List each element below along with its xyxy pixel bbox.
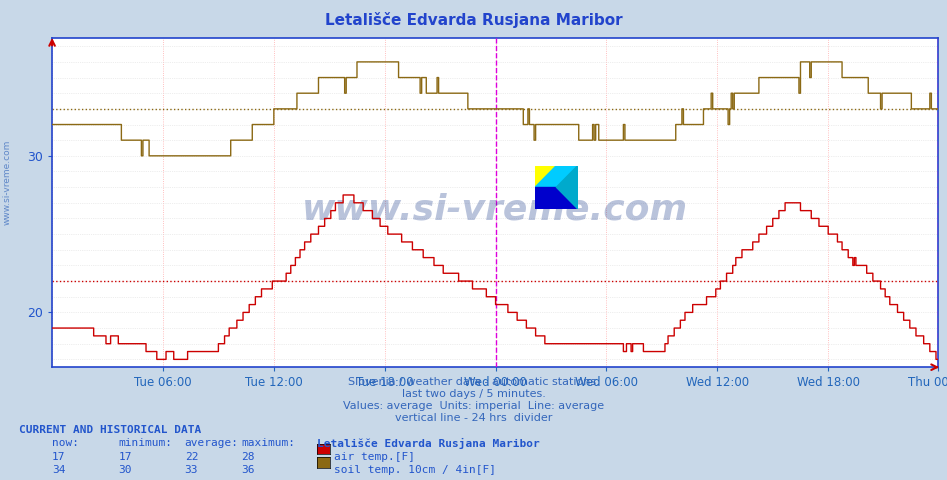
Text: 17: 17 (52, 452, 65, 462)
Text: 33: 33 (185, 465, 198, 475)
Text: last two days / 5 minutes.: last two days / 5 minutes. (402, 389, 545, 399)
Polygon shape (535, 166, 557, 187)
Text: 28: 28 (241, 452, 255, 462)
Text: Slovenia / weather data - automatic stations.: Slovenia / weather data - automatic stat… (348, 377, 599, 387)
Text: average:: average: (185, 438, 239, 448)
Text: soil temp. 10cm / 4in[F]: soil temp. 10cm / 4in[F] (334, 465, 496, 475)
Polygon shape (557, 166, 578, 209)
Text: www.si-vreme.com: www.si-vreme.com (302, 192, 688, 227)
Text: Letališče Edvarda Rusjana Maribor: Letališče Edvarda Rusjana Maribor (317, 438, 540, 449)
Text: www.si-vreme.com: www.si-vreme.com (3, 140, 12, 225)
Text: air temp.[F]: air temp.[F] (334, 452, 416, 462)
Text: 30: 30 (118, 465, 132, 475)
Polygon shape (535, 166, 557, 187)
Text: 34: 34 (52, 465, 65, 475)
Polygon shape (535, 187, 557, 209)
Text: minimum:: minimum: (118, 438, 172, 448)
Text: 22: 22 (185, 452, 198, 462)
Text: vertical line - 24 hrs  divider: vertical line - 24 hrs divider (395, 413, 552, 423)
Text: 36: 36 (241, 465, 255, 475)
Text: maximum:: maximum: (241, 438, 295, 448)
Polygon shape (535, 187, 557, 209)
Polygon shape (557, 166, 578, 187)
Polygon shape (557, 187, 578, 209)
Text: 17: 17 (118, 452, 132, 462)
Text: now:: now: (52, 438, 80, 448)
Text: Values: average  Units: imperial  Line: average: Values: average Units: imperial Line: av… (343, 401, 604, 411)
Text: Letališče Edvarda Rusjana Maribor: Letališče Edvarda Rusjana Maribor (325, 12, 622, 28)
Text: CURRENT AND HISTORICAL DATA: CURRENT AND HISTORICAL DATA (19, 425, 201, 435)
